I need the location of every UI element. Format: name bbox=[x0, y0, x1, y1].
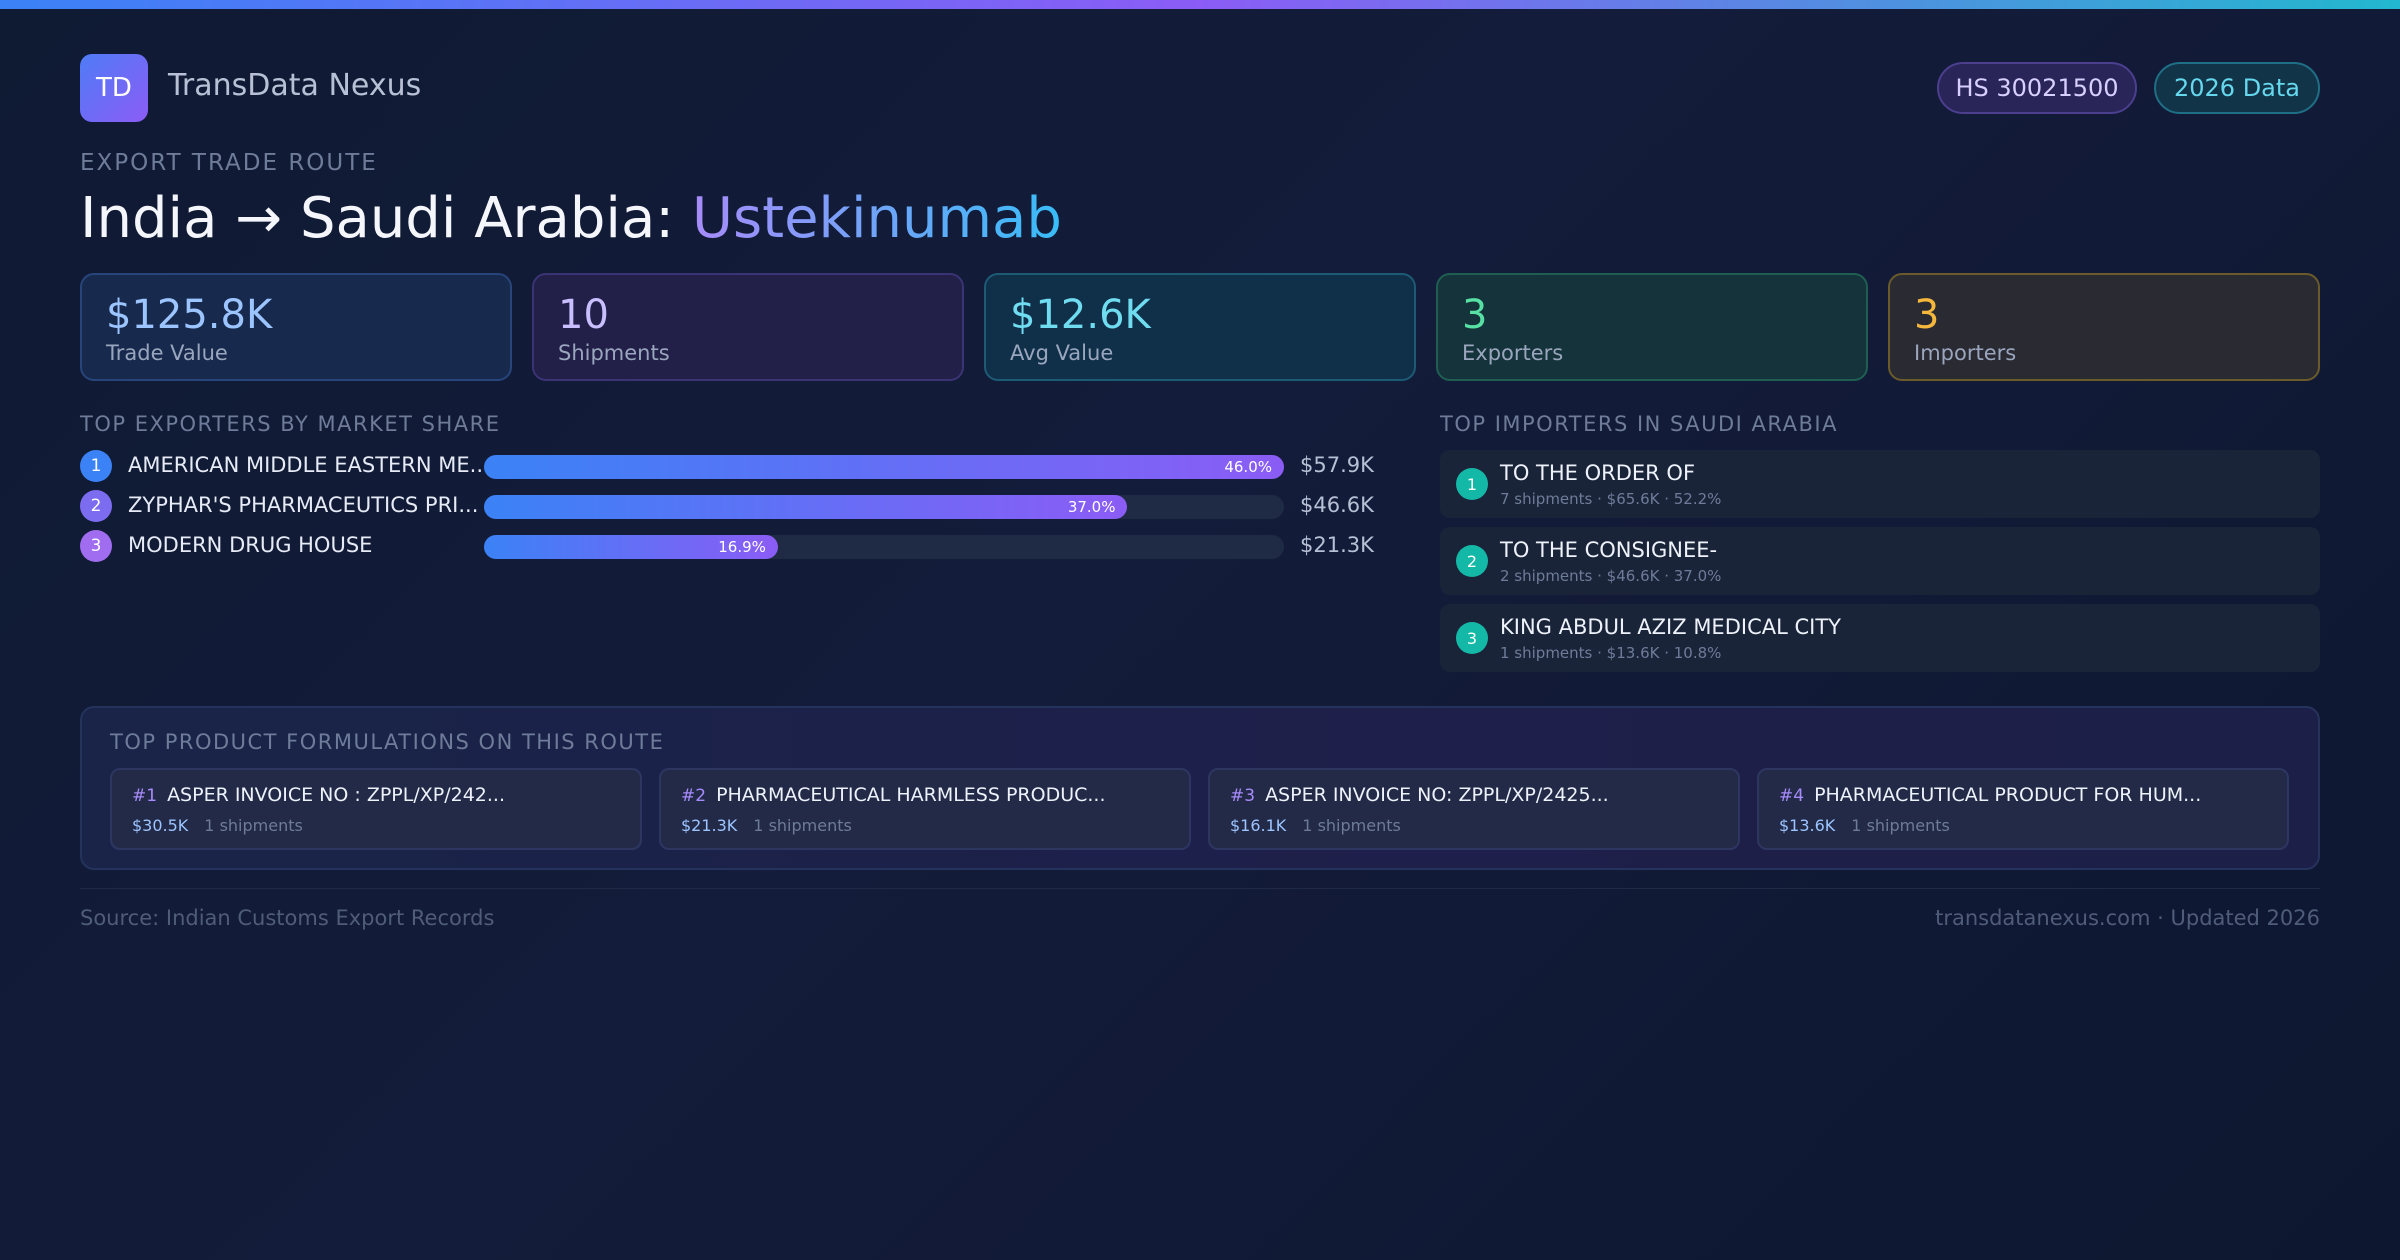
exporters-heading: TOP EXPORTERS BY MARKET SHARE bbox=[80, 412, 501, 436]
stat-card-shipments: 10 Shipments bbox=[532, 273, 964, 381]
stat-card-importers: 3 Importers bbox=[1888, 273, 2320, 381]
formulation-meta: $30.5K 1 shipments bbox=[132, 816, 303, 835]
share-bar-track: 37.0% bbox=[484, 495, 1284, 519]
exporter-value: $57.9K bbox=[1300, 453, 1374, 477]
stat-label: Avg Value bbox=[1010, 341, 1114, 365]
importers-heading: TOP IMPORTERS IN SAUDI ARABIA bbox=[1440, 412, 1838, 436]
footer-site[interactable]: transdatanexus.com · Updated 2026 bbox=[1935, 906, 2320, 930]
importer-detail: 7 shipments · $65.6K · 52.2% bbox=[1500, 490, 1722, 508]
brand-name[interactable]: TransData Nexus bbox=[168, 68, 422, 103]
formulations-heading: TOP PRODUCT FORMULATIONS ON THIS ROUTE bbox=[110, 730, 665, 754]
footer-source: Source: Indian Customs Export Records bbox=[80, 906, 495, 930]
stat-value: 10 bbox=[558, 292, 609, 338]
hs-code-badge: HS 30021500 bbox=[1937, 62, 2137, 114]
share-bar-fill: 16.9% bbox=[484, 535, 778, 559]
importer-name: TO THE ORDER OF bbox=[1500, 461, 1696, 485]
formulation-rank: #2 bbox=[681, 786, 707, 806]
exporter-rank-badge: 1 bbox=[80, 450, 112, 482]
importer-name: TO THE CONSIGNEE- bbox=[1500, 538, 1718, 562]
share-percent: 46.0% bbox=[1224, 458, 1272, 476]
formulation-title: #4 PHARMACEUTICAL PRODUCT FOR HUM... bbox=[1779, 784, 2201, 806]
formulation-shipments: 1 shipments bbox=[1851, 816, 1950, 835]
exporter-name: ZYPHAR'S PHARMACEUTICS PRI... bbox=[128, 493, 479, 517]
stat-label: Importers bbox=[1914, 341, 2017, 365]
stat-value: $125.8K bbox=[106, 292, 273, 338]
brand-logo[interactable]: TD bbox=[80, 54, 148, 122]
formulation-value: $13.6K bbox=[1779, 816, 1836, 835]
share-percent: 37.0% bbox=[1067, 498, 1116, 516]
formulation-card[interactable]: #1 ASPER INVOICE NO : ZPPL/XP/242... $30.… bbox=[110, 768, 642, 850]
formulation-rank: #1 bbox=[132, 786, 158, 806]
exporter-row[interactable]: 2 ZYPHAR'S PHARMACEUTICS PRI... 37.0% $4… bbox=[80, 490, 1374, 522]
formulation-value: $21.3K bbox=[681, 816, 738, 835]
header: TD TransData Nexus HS 30021500 2026 Data bbox=[80, 54, 2320, 122]
formulation-shipments: 1 shipments bbox=[1302, 816, 1401, 835]
formulation-card[interactable]: #4 PHARMACEUTICAL PRODUCT FOR HUM... $13.… bbox=[1757, 768, 2289, 850]
exporter-value: $46.6K bbox=[1300, 493, 1374, 517]
formulation-title: #2 PHARMACEUTICAL HARMLESS PRODUC... bbox=[681, 784, 1106, 806]
exporter-rank-badge: 2 bbox=[80, 490, 112, 522]
exporter-rank-badge: 3 bbox=[80, 530, 112, 562]
importer-card[interactable]: 1 TO THE ORDER OF 7 shipments · $65.6K ·… bbox=[1440, 450, 2320, 518]
exporter-value: $21.3K bbox=[1300, 533, 1374, 557]
footer-divider bbox=[80, 888, 2320, 889]
importer-rank-badge: 3 bbox=[1456, 622, 1488, 654]
formulation-meta: $13.6K 1 shipments bbox=[1779, 816, 1950, 835]
formulation-value: $30.5K bbox=[132, 816, 189, 835]
formulation-title: #3 ASPER INVOICE NO: ZPPL/XP/2425... bbox=[1230, 784, 1609, 806]
importer-rank-badge: 1 bbox=[1456, 468, 1488, 500]
formulation-value: $16.1K bbox=[1230, 816, 1287, 835]
importer-rank-badge: 2 bbox=[1456, 545, 1488, 577]
importer-name: KING ABDUL AZIZ MEDICAL CITY bbox=[1500, 615, 1841, 639]
exporter-row[interactable]: 3 MODERN DRUG HOUSE 16.9% $21.3K bbox=[80, 530, 1374, 562]
stat-card-exporters: 3 Exporters bbox=[1436, 273, 1868, 381]
formulation-name: PHARMACEUTICAL HARMLESS PRODUC... bbox=[716, 784, 1106, 806]
formulation-name: ASPER INVOICE NO: ZPPL/XP/2425... bbox=[1265, 784, 1609, 806]
stats-row: $125.8K Trade Value 10 Shipments $12.6K … bbox=[80, 273, 2320, 381]
stat-card-avg-value: $12.6K Avg Value bbox=[984, 273, 1416, 381]
stat-value: 3 bbox=[1462, 292, 1488, 338]
stat-label: Exporters bbox=[1462, 341, 1564, 365]
stat-label: Shipments bbox=[558, 341, 670, 365]
formulation-name: ASPER INVOICE NO : ZPPL/XP/242... bbox=[167, 784, 505, 806]
formulation-card[interactable]: #2 PHARMACEUTICAL HARMLESS PRODUC... $21.… bbox=[659, 768, 1191, 850]
importer-detail: 1 shipments · $13.6K · 10.8% bbox=[1500, 644, 1722, 662]
importer-card[interactable]: 3 KING ABDUL AZIZ MEDICAL CITY 1 shipmen… bbox=[1440, 604, 2320, 672]
formulation-rank: #4 bbox=[1779, 786, 1805, 806]
formulation-shipments: 1 shipments bbox=[753, 816, 852, 835]
share-bar-track: 16.9% bbox=[484, 535, 1284, 559]
exporter-row[interactable]: 1 AMERICAN MIDDLE EASTERN ME... 46.0% $5… bbox=[80, 450, 1374, 482]
share-bar-fill: 46.0% bbox=[484, 455, 1284, 479]
top-accent-bar bbox=[0, 0, 2400, 9]
product-name: Ustekinumab bbox=[691, 186, 1062, 251]
importer-detail: 2 shipments · $46.6K · 37.0% bbox=[1500, 567, 1722, 585]
stat-value: 3 bbox=[1914, 292, 1940, 338]
formulation-rank: #3 bbox=[1230, 786, 1256, 806]
formulation-title: #1 ASPER INVOICE NO : ZPPL/XP/242... bbox=[132, 784, 505, 806]
formulation-shipments: 1 shipments bbox=[204, 816, 303, 835]
stat-label: Trade Value bbox=[106, 341, 228, 365]
share-bar-fill: 37.0% bbox=[484, 495, 1128, 519]
formulation-name: PHARMACEUTICAL PRODUCT FOR HUM... bbox=[1814, 784, 2202, 806]
formulations-panel: TOP PRODUCT FORMULATIONS ON THIS ROUTE #… bbox=[80, 706, 2320, 870]
data-year-badge: 2026 Data bbox=[2154, 62, 2320, 114]
share-percent: 16.9% bbox=[718, 538, 766, 556]
page-title: India → Saudi Arabia: Ustekinumab bbox=[80, 186, 1062, 251]
exporter-name: MODERN DRUG HOUSE bbox=[128, 533, 373, 557]
stat-card-trade-value: $125.8K Trade Value bbox=[80, 273, 512, 381]
formulation-meta: $16.1K 1 shipments bbox=[1230, 816, 1401, 835]
stat-value: $12.6K bbox=[1010, 292, 1151, 338]
route-title: India → Saudi Arabia: bbox=[80, 186, 692, 251]
route-eyebrow: EXPORT TRADE ROUTE bbox=[80, 150, 378, 176]
exporter-name: AMERICAN MIDDLE EASTERN ME... bbox=[128, 453, 490, 477]
formulation-meta: $21.3K 1 shipments bbox=[681, 816, 852, 835]
formulation-card[interactable]: #3 ASPER INVOICE NO: ZPPL/XP/2425... $16.… bbox=[1208, 768, 1740, 850]
importer-card[interactable]: 2 TO THE CONSIGNEE- 2 shipments · $46.6K… bbox=[1440, 527, 2320, 595]
share-bar-track: 46.0% bbox=[484, 455, 1284, 479]
